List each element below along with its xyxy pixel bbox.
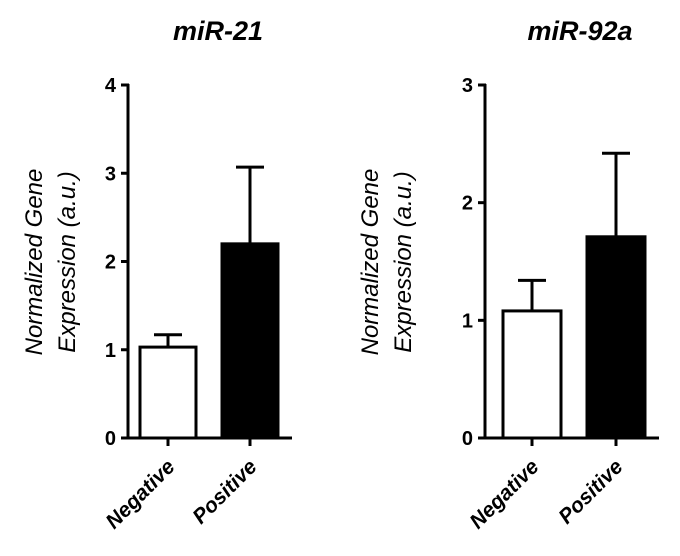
chart-title: miR-92a [527, 16, 632, 46]
bar [220, 242, 280, 440]
y-tick-label: 1 [462, 310, 473, 332]
bar [585, 235, 647, 440]
y-tick-label: 2 [105, 252, 116, 274]
y-axis-label: Expression (a.u.) [390, 171, 417, 352]
x-category-label: Negative [465, 455, 543, 533]
chart-title: miR-21 [173, 16, 263, 46]
x-category-label: Positive [554, 455, 627, 528]
y-tick-label: 4 [105, 75, 117, 97]
y-tick-label: 3 [462, 75, 473, 97]
x-category-label: Negative [101, 455, 179, 533]
x-category-label: Positive [188, 455, 261, 528]
y-tick-label: 2 [462, 193, 473, 215]
y-axis-label: Normalized Gene [357, 169, 384, 356]
y-tick-label: 0 [105, 428, 116, 450]
y-axis-label: Expression (a.u.) [54, 171, 81, 352]
y-tick-label: 1 [105, 340, 116, 362]
bar [501, 309, 563, 440]
bar [138, 345, 198, 440]
y-tick-label: 0 [462, 428, 473, 450]
y-axis-label: Normalized Gene [21, 169, 48, 356]
y-tick-label: 3 [105, 163, 116, 185]
